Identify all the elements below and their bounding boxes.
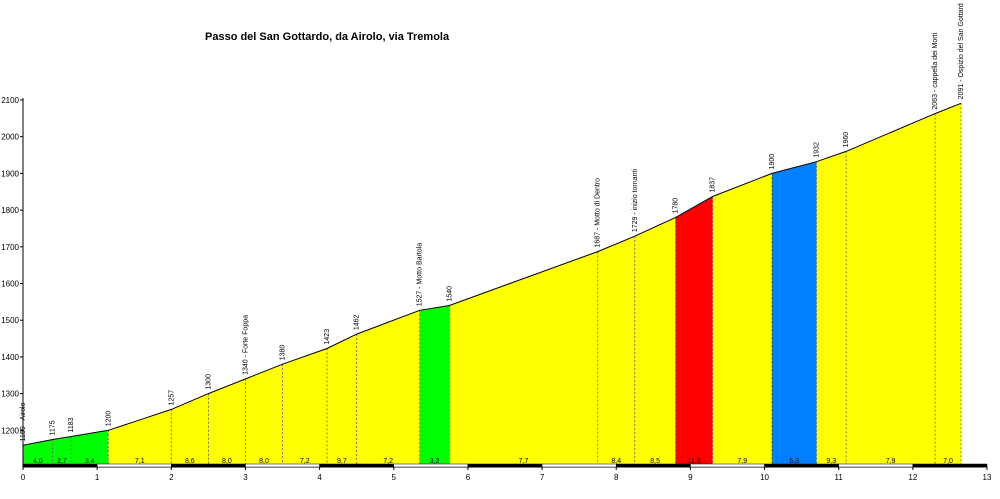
altitude-label: 1729 - inizio tornanti [632, 169, 639, 232]
profile-segment-20 [935, 103, 962, 467]
chart-title: Passo del San Gottardo, da Airolo, via T… [205, 31, 450, 43]
gradient-label: 9,7 [337, 458, 347, 465]
gradient-label: 11,6 [688, 458, 701, 465]
profile-segment-13 [597, 236, 635, 467]
gradient-label: 8,5 [650, 458, 660, 465]
profile-segment-1 [23, 439, 53, 467]
altitude-label: 2063 - cappella dei Morti [932, 32, 939, 109]
x-tick-label: 4 [317, 473, 322, 482]
y-tick-label: 2100 [1, 96, 19, 105]
profile-segment-15 [675, 196, 713, 467]
x-tick-label: 6 [466, 473, 471, 482]
gradient-label: 7,9 [886, 458, 896, 465]
altitude-label: 1380 [280, 345, 287, 361]
x-tick-label: 9 [688, 473, 693, 482]
x-tick-label: 10 [760, 473, 769, 482]
gradient-label: 2,7 [57, 458, 67, 465]
x-tick-label: 2 [169, 473, 174, 482]
altitude-label-group: 1159 - Airolo 1175 1183 1200 1257 1300 1340 - … [20, 3, 965, 441]
gradient-label: 4,0 [33, 458, 43, 465]
altitude-label: 1300 [205, 374, 212, 390]
km-bar-segment [838, 463, 914, 468]
x-tick-label: 12 [908, 473, 917, 482]
gradient-label: 8,0 [259, 458, 269, 465]
profile-segment-12 [449, 251, 598, 467]
km-bar-group [22, 463, 988, 468]
gradient-label: 7,9 [737, 458, 747, 465]
x-tick-label: 11 [835, 473, 844, 482]
altitude-label: 1527 - Motto Bartola [417, 243, 424, 307]
gradient-label: 8,4 [611, 458, 621, 465]
y-tick-label: 1600 [1, 280, 19, 289]
gradient-label: 7,1 [135, 458, 145, 465]
profile-segment-4 [108, 409, 172, 467]
altitude-label: 1837 [710, 177, 717, 193]
profile-segment-5 [171, 393, 209, 467]
gradient-label: 9,3 [826, 458, 836, 465]
station-guide-group [52, 103, 962, 467]
altitude-label: 1687 - Motto di Dentro [595, 178, 602, 248]
gradient-label: 7,7 [519, 458, 529, 465]
gradient-label: 8,6 [185, 458, 195, 465]
altitude-label: 1540 [446, 286, 453, 302]
km-bar-segment [541, 463, 617, 468]
profile-segment-18 [816, 151, 847, 467]
y-tick-label: 1400 [1, 353, 19, 362]
y-tick-label: 1700 [1, 243, 19, 252]
x-tick-label: 5 [392, 473, 397, 482]
altitude-label: 1257 [168, 390, 175, 406]
x-tick-label: 3 [243, 473, 248, 482]
altitude-label: 1340 - Forte Foppa [242, 315, 249, 375]
profile-segment-19 [846, 113, 936, 467]
altitude-label: 1423 [324, 329, 331, 345]
profile-segment-3 [71, 430, 109, 467]
profile-outline [22, 102, 962, 446]
km-bar-segment [690, 463, 765, 468]
altitude-label: 1960 [843, 132, 850, 148]
gradient-label: 3,2 [430, 458, 440, 465]
altitude-label: 1159 - Airolo [20, 402, 27, 441]
y-tick-label: 2000 [1, 133, 19, 142]
altitude-label: 1780 [673, 198, 680, 214]
gradient-label: 7,2 [300, 458, 310, 465]
profile-segment-2 [52, 436, 72, 467]
altitude-label: 1900 [769, 154, 776, 170]
profile-segment-17 [771, 161, 817, 467]
gradient-label-group: 4,0 2,7 3,4 7,1 8,6 8,0 8,0 7,2 9,7 7,2 3,2 7,7 8,4 8… [33, 458, 953, 465]
km-bar-segment [171, 463, 246, 468]
gradient-label: 3,4 [85, 458, 95, 465]
altitude-label: 1200 [105, 411, 112, 427]
x-tick-label: 8 [614, 473, 619, 482]
profile-segment-14 [634, 217, 676, 467]
x-tick-label: 13 [983, 473, 992, 482]
profile-segment-11 [419, 305, 450, 467]
y-tick-label: 1800 [1, 206, 19, 215]
profile-fill-group [23, 103, 962, 467]
altitude-label: 1183 [68, 417, 75, 432]
profile-segment-8 [282, 348, 328, 467]
altitude-label: 2091 - Ospizio del San Gottard [958, 3, 965, 99]
altitude-label: 1462 [354, 314, 361, 330]
profile-segment-7 [245, 364, 283, 467]
gradient-label: 7,0 [943, 458, 953, 465]
x-tick-label: 7 [540, 473, 545, 482]
x-tick-label: 0 [21, 473, 26, 482]
gradient-label: 8,0 [222, 458, 232, 465]
y-tick-label: 1200 [1, 426, 19, 435]
km-bar-segment [912, 463, 988, 468]
gradient-label: 5,3 [789, 458, 799, 465]
profile-segment-9 [327, 334, 357, 467]
y-tick-label: 1300 [1, 390, 19, 399]
altitude-label: 1175 [50, 420, 57, 435]
gradient-label: 7,2 [383, 458, 393, 465]
altitude-label: 1932 [813, 142, 820, 158]
profile-segment-6 [208, 378, 246, 467]
profile-segment-16 [712, 173, 772, 467]
km-bar-segment [467, 463, 543, 468]
x-tick-label: 1 [95, 473, 100, 482]
profile-segment-10 [356, 310, 420, 467]
y-tick-label: 1900 [1, 169, 19, 178]
y-tick-label: 1500 [1, 316, 19, 325]
